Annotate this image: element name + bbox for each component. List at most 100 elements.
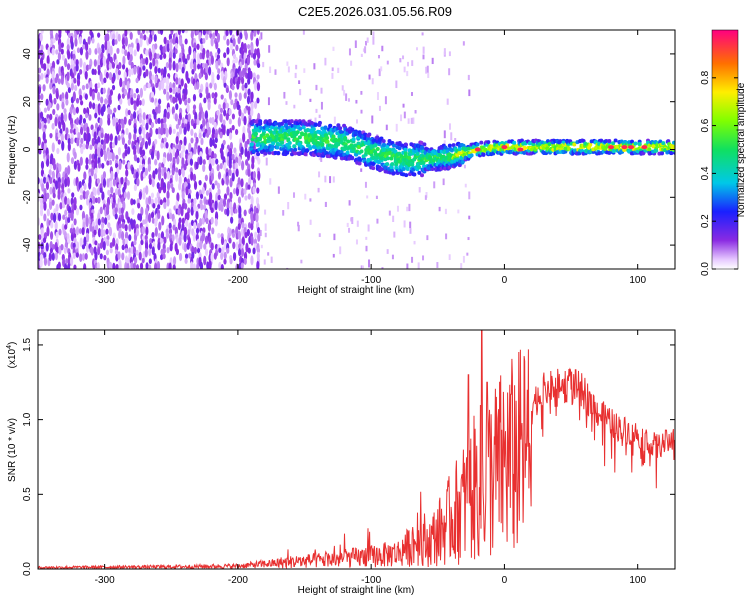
noise-speckle xyxy=(195,210,199,220)
noise-speckle xyxy=(58,32,62,39)
noise-speckle xyxy=(184,203,188,210)
noise-speckle xyxy=(211,116,215,126)
noise-speckle xyxy=(112,178,116,187)
noise-speckle xyxy=(214,243,219,250)
noise-speckle xyxy=(103,254,107,261)
signal-cell xyxy=(265,133,270,138)
noise-speckle xyxy=(157,204,161,210)
noise-speckle xyxy=(106,33,110,42)
noise-speckle xyxy=(60,243,64,251)
noise-speckle xyxy=(160,127,164,136)
noise-speckle xyxy=(144,248,148,258)
signal-cell xyxy=(409,161,414,166)
noise-speckle xyxy=(39,32,43,42)
noise-speckle xyxy=(109,45,113,56)
signal-peak xyxy=(474,147,481,152)
noise-speckle xyxy=(189,158,194,166)
signal-cell xyxy=(391,143,396,148)
noise-speckle xyxy=(52,37,56,43)
faint-speckle xyxy=(443,140,446,147)
signal-cell xyxy=(635,149,640,154)
signal-cell xyxy=(481,152,486,157)
noise-speckle xyxy=(229,258,233,265)
faint-speckle xyxy=(350,60,353,66)
noise-speckle xyxy=(243,45,248,55)
noise-speckle xyxy=(256,74,260,80)
noise-speckle xyxy=(174,48,178,55)
noise-speckle xyxy=(237,230,241,240)
noise-speckle xyxy=(210,252,214,262)
noise-speckle xyxy=(97,196,101,204)
colorbar-tick-label: 0.8 xyxy=(700,70,711,84)
noise-speckle xyxy=(192,104,197,110)
noise-speckle xyxy=(237,223,241,231)
noise-speckle xyxy=(218,247,222,253)
noise-speckle xyxy=(114,213,118,220)
signal-cell xyxy=(367,132,372,137)
noise-speckle xyxy=(204,209,208,221)
noise-speckle xyxy=(137,30,141,36)
noise-speckle xyxy=(114,135,118,146)
faint-speckle xyxy=(360,109,363,114)
noise-speckle xyxy=(250,45,254,55)
faint-speckle xyxy=(443,48,446,56)
faint-speckle xyxy=(315,108,318,113)
noise-speckle xyxy=(162,127,166,135)
x-tick-label: -100 xyxy=(361,275,381,286)
noise-speckle xyxy=(177,30,181,36)
noise-speckle xyxy=(51,60,56,70)
noise-speckle xyxy=(168,262,172,269)
noise-speckle xyxy=(213,252,217,260)
noise-speckle xyxy=(246,228,250,237)
noise-speckle xyxy=(40,160,45,170)
noise-speckle xyxy=(122,159,126,165)
noise-speckle xyxy=(176,156,180,165)
noise-speckle xyxy=(61,92,65,101)
faint-speckle xyxy=(365,40,368,46)
noise-speckle xyxy=(231,113,235,120)
noise-speckle xyxy=(100,139,104,145)
noise-speckle xyxy=(51,170,55,180)
noise-speckle xyxy=(174,43,179,50)
noise-speckle xyxy=(154,75,158,86)
noise-speckle xyxy=(205,86,209,96)
noise-speckle xyxy=(58,228,62,236)
faint-speckle xyxy=(331,67,334,72)
noise-speckle xyxy=(130,68,135,76)
noise-speckle xyxy=(127,98,131,107)
noise-speckle xyxy=(247,88,251,97)
noise-speckle xyxy=(117,134,121,141)
noise-speckle xyxy=(199,37,204,45)
noise-speckle xyxy=(43,213,47,222)
faint-speckle xyxy=(299,123,302,129)
noise-speckle xyxy=(211,76,215,86)
noise-speckle xyxy=(229,148,233,157)
noise-speckle xyxy=(78,228,82,234)
noise-speckle xyxy=(126,262,130,269)
noise-speckle xyxy=(100,132,104,139)
noise-speckle xyxy=(165,141,169,149)
faint-speckle xyxy=(381,267,384,269)
noise-speckle xyxy=(199,240,203,250)
faint-speckle xyxy=(406,61,409,67)
noise-speckle xyxy=(255,212,259,223)
noise-speckle xyxy=(94,240,98,246)
faint-speckle xyxy=(293,104,296,109)
noise-speckle xyxy=(85,242,90,253)
snr-scale-exponent: 4 xyxy=(6,345,13,349)
faint-speckle xyxy=(467,74,470,81)
signal-cell xyxy=(613,138,618,143)
noise-speckle xyxy=(208,147,212,158)
faint-speckle xyxy=(365,245,368,252)
noise-speckle xyxy=(177,221,182,231)
snr-ticks: -300 -200 -100 0 100 0.0 0.5 1.0 1.5 xyxy=(22,330,675,586)
signal-cell xyxy=(490,144,495,149)
noise-speckle xyxy=(60,133,64,143)
noise-speckle xyxy=(67,217,71,223)
faint-speckle xyxy=(295,64,298,70)
faint-speckle xyxy=(364,181,367,188)
noise-speckle xyxy=(67,165,71,176)
noise-speckle xyxy=(238,92,242,101)
noise-speckle xyxy=(160,181,164,191)
noise-speckle xyxy=(80,137,84,145)
